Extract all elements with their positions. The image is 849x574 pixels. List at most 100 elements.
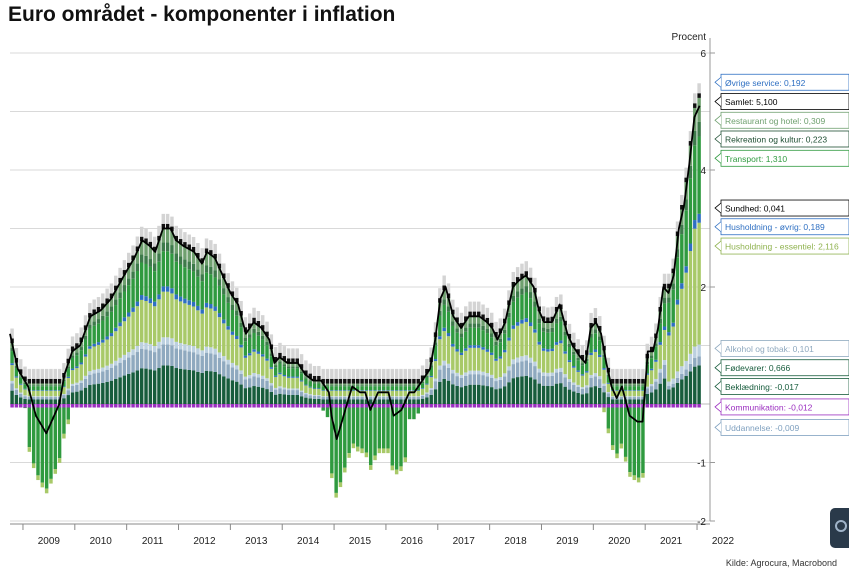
- bar-fodevarer: [550, 385, 554, 404]
- bar-ovrige: [351, 368, 356, 379]
- bar-husholdning_ovrig: [139, 295, 144, 300]
- bar-uddannelse: [83, 375, 88, 379]
- bar-restaurant: [412, 383, 416, 386]
- bar-restaurant: [36, 383, 40, 386]
- bar-alkohol: [183, 350, 187, 370]
- bar-rekreation: [347, 385, 351, 387]
- bar-alkohol: [312, 396, 317, 399]
- bar-husholdning_ess: [671, 326, 675, 379]
- label-pointer: [714, 343, 722, 354]
- bar-uddannelse: [230, 362, 235, 368]
- bar-restaurant: [152, 251, 157, 264]
- bar-sundhed: [425, 368, 429, 374]
- bar-rekreation: [222, 288, 226, 295]
- bar-rekreation: [196, 269, 200, 277]
- bar-restaurant: [118, 282, 122, 293]
- bar-husholdning_ovrig: [260, 354, 265, 357]
- bar-sundhed: [282, 356, 287, 361]
- bar-restaurant: [623, 383, 628, 386]
- bar-restaurant: [273, 361, 278, 366]
- bar-alkohol: [632, 397, 637, 400]
- bar-rekreation: [70, 355, 75, 358]
- bar-rekreation: [174, 253, 178, 262]
- bar-husholdning_ess: [53, 390, 58, 397]
- bar-transport: [649, 358, 654, 369]
- bar-uddannelse: [489, 374, 494, 378]
- bar-transport: [632, 386, 637, 391]
- bar-alkohol: [468, 374, 472, 385]
- bar-rekreation: [53, 385, 58, 387]
- bar-neg-husholdning_ess: [615, 453, 619, 459]
- bar-alkohol: [252, 376, 256, 387]
- bar-neg-transport: [351, 407, 356, 444]
- bar-uddannelse: [649, 383, 654, 387]
- bar-sundhed: [580, 354, 585, 360]
- bar-neg-kommunikation: [619, 404, 624, 408]
- bar-ovrige: [455, 307, 459, 318]
- bar-fodevarer: [243, 388, 248, 404]
- bar-transport: [23, 384, 27, 389]
- bar-uddannelse: [217, 352, 222, 358]
- bar-alkohol: [286, 390, 291, 395]
- bar-neg-husholdning_ess: [619, 443, 624, 449]
- bar-ovrige: [325, 368, 330, 379]
- bar-restaurant: [628, 383, 632, 386]
- bar-sundhed: [554, 306, 559, 312]
- bar-alkohol: [559, 371, 563, 384]
- bar-husholdning_ess: [343, 390, 347, 397]
- bar-husholdning_ess: [515, 325, 520, 358]
- bar-neg-kommunikation: [299, 404, 304, 408]
- bar-sundhed: [481, 314, 485, 320]
- bar-transport: [308, 381, 312, 387]
- bar-ovrige: [459, 312, 464, 323]
- bar-fodevarer: [680, 379, 684, 404]
- bar-alkohol: [174, 348, 178, 369]
- bar-alkohol: [109, 367, 114, 381]
- bar-fodevarer: [481, 385, 485, 404]
- bar-ovrige: [602, 335, 606, 346]
- bar-fodevarer: [528, 377, 533, 404]
- bar-sundhed: [222, 273, 226, 279]
- component-label: Husholdning - essentiel: 2,116: [714, 237, 849, 255]
- bar-neg-kommunikation: [351, 404, 356, 408]
- bar-husholdning_ovrig: [256, 351, 261, 354]
- bar-restaurant: [632, 383, 637, 386]
- bar-rekreation: [550, 327, 554, 333]
- bar-neg-kommunikation: [109, 404, 114, 408]
- x-tick-label: 2017: [453, 536, 476, 547]
- bar-restaurant: [291, 363, 295, 367]
- bar-neg-kommunikation: [23, 404, 27, 408]
- bar-husholdning_ess: [576, 371, 580, 385]
- bar-uddannelse: [684, 360, 688, 370]
- bar-husholdning_ovrig: [645, 373, 649, 375]
- bar-transport: [368, 386, 373, 391]
- bar-fodevarer: [31, 399, 36, 404]
- x-tick-label: 2022: [712, 536, 735, 547]
- bar-neg-kommunikation: [14, 404, 19, 408]
- bar-transport: [472, 327, 477, 346]
- bar-uddannelse: [178, 343, 183, 350]
- bar-sundhed: [567, 333, 572, 339]
- bar-uddannelse: [533, 361, 537, 367]
- bar-ovrige: [235, 287, 239, 298]
- bar-ovrige: [477, 301, 481, 312]
- bar-husholdning_ess: [200, 313, 204, 351]
- bar-ovrige: [589, 312, 593, 323]
- bar-husholdning_ess: [230, 334, 235, 363]
- bar-rekreation: [459, 333, 464, 338]
- label-text: Husholdning - øvrig: 0,189: [725, 222, 825, 232]
- bar-sundhed: [541, 316, 546, 321]
- bar-transport: [360, 386, 364, 391]
- label-pointer: [714, 114, 722, 126]
- bar-restaurant: [135, 251, 140, 264]
- bar-sundhed: [191, 246, 196, 252]
- bar-alkohol: [610, 397, 615, 400]
- bar-uddannelse: [243, 376, 248, 380]
- bar-rekreation: [148, 259, 153, 267]
- bar-sundhed: [598, 326, 602, 331]
- bar-transport: [502, 333, 507, 350]
- bar-uddannelse: [174, 341, 178, 349]
- bar-husholdning_ovrig: [66, 376, 70, 378]
- bar-neg-husholdning_ess: [343, 467, 347, 473]
- bar-fodevarer: [459, 387, 464, 404]
